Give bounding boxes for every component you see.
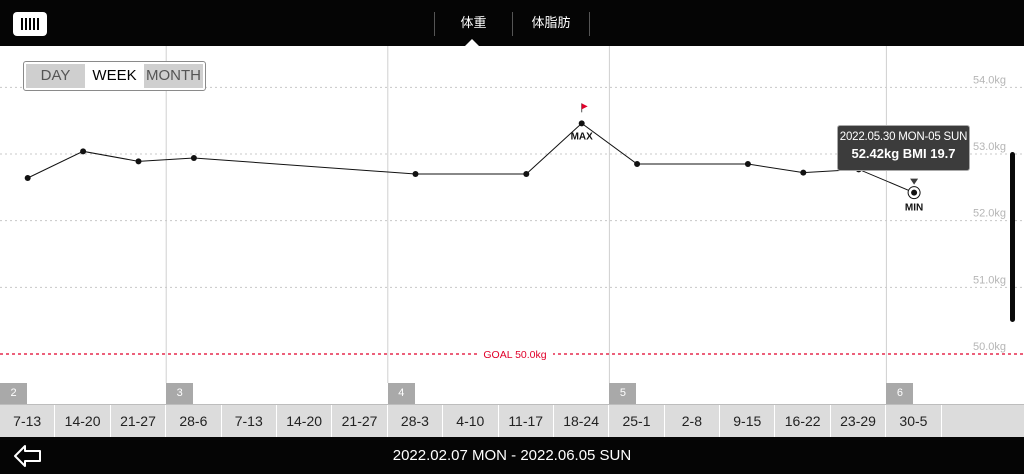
data-point [135,158,142,165]
y-tick-label: 54.0kg [973,74,1006,86]
tooltip-value: 52.42kg BMI 19.7 [851,146,956,161]
week-cell[interactable]: 7-13 [0,405,56,437]
top-bar: 体重 体脂肪 [0,0,1024,46]
week-cell[interactable]: 11-17 [499,405,554,437]
data-point [412,171,419,177]
tab-bar: 体重 体脂肪 [434,12,590,36]
week-cell[interactable]: 28-3 [388,405,444,437]
week-axis[interactable]: 7-13 14-20 21-27 28-6 7-13 14-20 21-27 28-3 4-10… [0,404,1024,437]
month-marker: 6 [886,383,914,404]
goal-label: GOAL 50.0kg [483,349,546,361]
data-point [80,148,87,155]
data-point [634,161,641,167]
range-week-button[interactable]: WEEK [85,64,144,88]
data-point [744,161,751,167]
week-cell[interactable]: 30-5 [886,405,942,437]
y-tick-label: 51.0kg [973,274,1006,286]
week-cell[interactable]: 25-1 [609,405,665,437]
max-label: MAX [571,131,594,142]
y-tick-label: 50.0kg [973,341,1006,353]
month-marker: 5 [609,383,637,404]
data-point [24,175,31,181]
back-arrow-icon[interactable] [12,443,44,469]
data-point [190,155,197,161]
month-marker: 3 [166,383,194,404]
week-cell[interactable]: 2-8 [665,405,721,437]
range-selector: DAY WEEK MONTH [23,61,206,91]
week-cell[interactable]: 9-15 [720,405,776,437]
tab-body-fat[interactable]: 体脂肪 [512,12,590,36]
tooltip-pointer [910,178,919,185]
date-range-label: 2022.02.07 MON - 2022.06.05 SUN [392,447,632,464]
month-marker: 2 [0,383,27,404]
data-point [578,120,585,127]
data-point [523,171,530,177]
week-cell[interactable]: 21-27 [111,405,167,437]
weight-series-line [27,122,915,194]
data-tooltip: 2022.05.30 MON-05 SUN 52.42kg BMI 19.7 [837,125,970,171]
vertical-scrollbar[interactable] [1010,152,1015,322]
data-point [800,169,807,176]
selected-point [911,189,918,196]
min-label: MIN [905,203,923,214]
week-cell[interactable]: 14-20 [277,405,333,437]
week-cell[interactable]: 28-6 [166,405,222,437]
week-cell[interactable]: 16-22 [775,405,831,437]
tooltip-date: 2022.05.30 MON-05 SUN [839,131,968,143]
tab-weight[interactable]: 体重 [434,12,512,36]
month-marker: 4 [387,383,415,404]
goal-label-bg [478,347,553,361]
y-tick-label: 52.0kg [973,208,1006,220]
bottom-bar: 2022.02.07 MON - 2022.06.05 SUN [0,437,1024,474]
active-tab-indicator [465,39,479,46]
app-logo-icon[interactable] [13,12,47,36]
week-cell[interactable]: 7-13 [222,405,277,437]
y-tick-label: 53.0kg [973,141,1006,153]
range-day-button[interactable]: DAY [26,64,85,88]
flag-icon [581,103,588,110]
week-cell[interactable]: 4-10 [443,405,499,437]
week-cell[interactable]: 21-27 [332,405,388,437]
week-cell[interactable]: 18-24 [554,405,610,437]
week-cell[interactable]: 23-29 [831,405,887,437]
week-cell[interactable]: 14-20 [55,405,111,437]
range-month-button[interactable]: MONTH [144,64,203,88]
weight-chart: 54.0kg 53.0kg 52.0kg 51.0kg 50.0kg GOAL 50.0k… [0,46,1024,383]
